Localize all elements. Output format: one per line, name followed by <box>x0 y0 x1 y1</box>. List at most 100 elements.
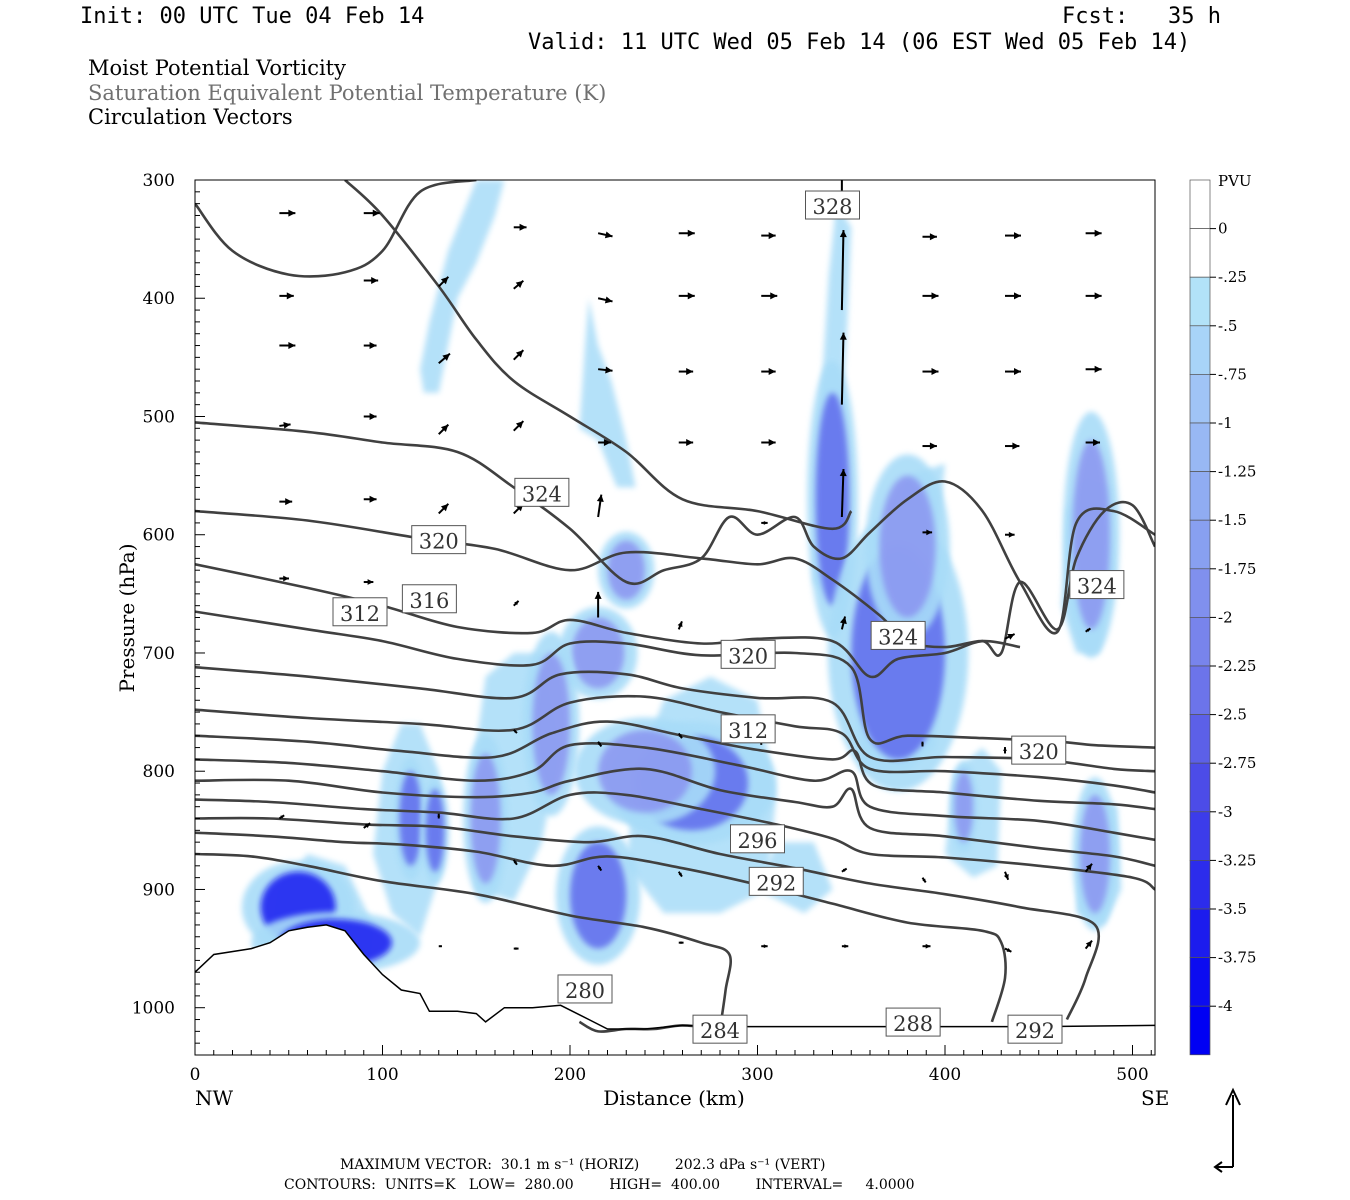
circulation-vector <box>598 439 611 446</box>
vector-head <box>931 368 939 376</box>
contour-label-box <box>692 1014 748 1044</box>
circulation-vector <box>839 468 847 518</box>
circulation-vector <box>921 741 924 747</box>
circulation-vector <box>922 529 933 536</box>
vector-head <box>842 868 847 872</box>
circulation-vector <box>839 616 847 630</box>
colorbar-level-label: 0 <box>1218 220 1228 238</box>
contour-label-text: 296 <box>737 829 777 853</box>
circulation-vector <box>279 498 293 506</box>
vector-head <box>440 424 449 433</box>
circulation-vector <box>921 877 927 883</box>
circulation-vector <box>279 292 294 300</box>
vector-head <box>929 233 937 241</box>
vector-head <box>288 342 296 350</box>
circulation-vector <box>512 859 518 866</box>
contour-label-text: 324 <box>522 482 562 506</box>
vector-head <box>686 368 694 376</box>
contour-label-box <box>748 866 804 896</box>
circulation-vector <box>513 223 527 231</box>
theta-contour-284 <box>195 852 733 1030</box>
x-end-left-label: NW <box>195 1086 234 1110</box>
vector-head <box>687 292 695 300</box>
circulation-vector <box>363 277 379 285</box>
contour-label-text: 288 <box>893 1012 933 1036</box>
max-vector-note: MAXIMUM VECTOR: 30.1 m s⁻¹ (HORIZ) 202.3… <box>340 1157 826 1173</box>
theta-contour-292 <box>195 816 1101 1021</box>
theta-contours <box>195 180 1155 1033</box>
contour-label-box <box>720 639 776 669</box>
contour-label-box <box>885 1007 941 1037</box>
vector-head <box>603 439 611 446</box>
colorbar-level-label: -2.75 <box>1218 754 1256 772</box>
circulation-vector <box>761 292 778 300</box>
colorbar-level-label: -2.5 <box>1218 706 1247 724</box>
contour-label-box <box>805 190 860 220</box>
pv-blob <box>607 540 645 600</box>
contour-label: 320 <box>720 639 776 669</box>
circulation-vector <box>1004 633 1016 640</box>
vector-head <box>1093 439 1101 446</box>
theta-contour-320 <box>195 500 1155 657</box>
vector-head <box>440 276 449 285</box>
colorbar-swatch <box>1189 860 1211 910</box>
vector-shaft <box>840 332 845 405</box>
contour-label-text: 320 <box>728 644 768 668</box>
valid-time: Valid: 11 UTC Wed 05 Feb 14 (06 EST Wed … <box>528 30 1191 55</box>
circulation-vector <box>438 276 450 288</box>
vector-head <box>283 575 289 582</box>
pv-blob <box>571 617 625 689</box>
contour-labels: 328 324 320 316 312 320 324 324 312 320 296 292 280 2… <box>332 190 1125 1044</box>
colorbar-swatch <box>1189 1005 1211 1056</box>
vector-head <box>763 944 768 949</box>
contour-label: 320 <box>1011 735 1067 765</box>
circulation-vector <box>761 368 776 376</box>
field-title-3: Circulation Vectors <box>88 105 293 129</box>
theta-contour-324 <box>195 421 1155 635</box>
x-tick-label: 200 <box>554 1065 586 1085</box>
contour-label: 296 <box>730 824 785 854</box>
circulation-vector <box>677 871 683 878</box>
vector-head <box>921 743 924 747</box>
vector-head <box>768 368 776 376</box>
vector-head <box>678 734 682 739</box>
vector-head <box>1003 873 1009 880</box>
vector-head <box>442 353 450 361</box>
circulation-vector <box>513 947 519 951</box>
contour-label-text: 292 <box>756 871 796 895</box>
vector-head <box>768 439 776 446</box>
vector-head <box>839 616 847 625</box>
vector-head <box>369 495 377 503</box>
y-axis-title: Pressure (hPa) <box>115 544 139 693</box>
colorbar-level-label: -.75 <box>1218 365 1247 383</box>
vector-head <box>283 421 291 429</box>
contour-label-box <box>1011 735 1067 765</box>
circulation-vector <box>678 292 695 300</box>
vector-head <box>1014 232 1021 240</box>
circulation-vector <box>363 412 377 420</box>
y-tick-label: 700 <box>143 644 175 664</box>
init-time: Init: 00 UTC Tue 04 Feb 14 <box>80 4 425 29</box>
x-end-right-label: SE <box>1141 1086 1169 1110</box>
contour-label-box <box>870 620 926 650</box>
contour-label: 324 <box>514 477 570 507</box>
vector-head <box>686 439 694 446</box>
vector-head <box>597 742 602 747</box>
vector-head <box>677 621 683 628</box>
vector-head <box>768 232 776 240</box>
contour-label-box <box>514 477 570 507</box>
vector-head <box>515 280 524 288</box>
vector-head <box>514 600 519 606</box>
vector-head <box>285 498 293 506</box>
vector-head <box>1012 442 1020 450</box>
contour-label-box <box>411 525 467 555</box>
circulation-vector <box>513 349 525 361</box>
circulation-vector <box>363 495 377 503</box>
vector-head <box>371 277 379 285</box>
vector-head <box>687 229 695 237</box>
vector-head <box>286 292 294 300</box>
circulation-vector <box>363 579 374 585</box>
contour-label-text: 324 <box>1077 575 1117 599</box>
vector-head <box>514 730 517 734</box>
pv-light-area <box>579 298 636 488</box>
